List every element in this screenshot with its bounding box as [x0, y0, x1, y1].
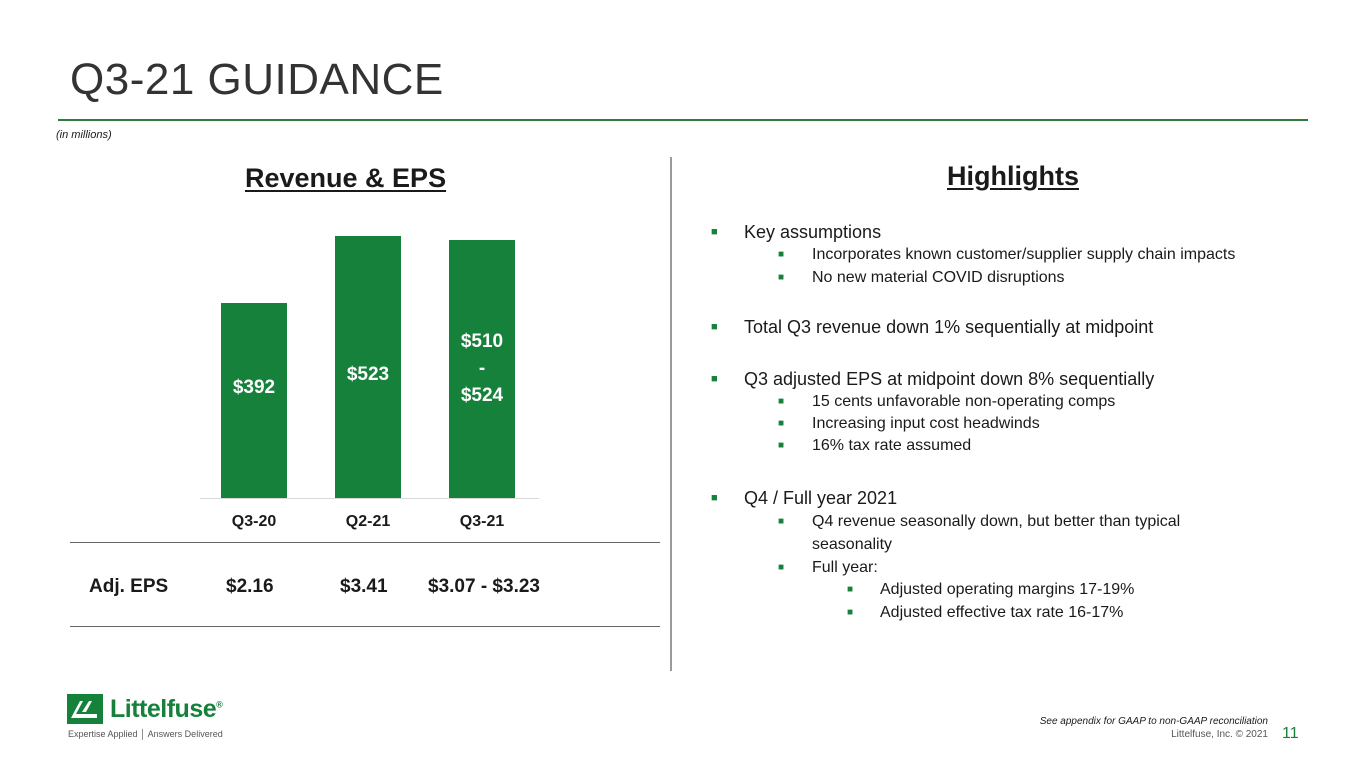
bar-value-label: $392 — [232, 376, 276, 398]
bar-q3-21 — [449, 240, 515, 498]
eps-row-label: Adj. EPS — [89, 576, 169, 597]
square-bullet-icon: ■ — [778, 396, 785, 407]
highlight-item-level-1: ■ Total Q3 revenue down 1% sequentially a… — [711, 317, 1154, 338]
highlight-item-level-2: ■ Q4 revenue seasonally down, but better … — [778, 513, 1181, 531]
highlight-text: Q3 adjusted EPS at midpoint down 8% sequ… — [744, 369, 1155, 389]
bar-value-label: $523 — [346, 363, 390, 385]
logo-mark-icon — [67, 694, 103, 724]
eps-value-q2-21: $3.41 — [340, 576, 388, 597]
square-bullet-icon: ■ — [778, 249, 785, 260]
eps-value-q3-20: $2.16 — [226, 576, 274, 597]
highlight-item-level-2: ■ Incorporates known customer/supplier su… — [778, 246, 1236, 264]
highlight-text: Total Q3 revenue down 1% sequentially at… — [744, 317, 1154, 337]
highlight-item-level-2: seasonality — [812, 536, 892, 554]
bar-q3-20 — [221, 302, 287, 498]
logo-text: Littelfuse® — [110, 695, 223, 723]
square-bullet-icon: ■ — [778, 418, 785, 429]
highlight-item-level-1: ■ Q4 / Full year 2021 — [711, 488, 898, 509]
highlight-item-level-2: ■ 16% tax rate assumed — [778, 437, 972, 455]
bar-q2-21 — [335, 236, 401, 498]
highlight-item-level-2: ■ No new material COVID disruptions — [778, 269, 1065, 287]
column-divider — [670, 157, 672, 671]
copyright: Littelfuse, Inc. © 2021 — [1171, 729, 1268, 740]
square-bullet-icon: ■ — [847, 584, 854, 595]
eps-top-rule — [70, 542, 660, 543]
page-number: 11 — [1282, 725, 1299, 742]
highlight-item-level-1: ■ Q3 adjusted EPS at midpoint down 8% seq… — [711, 369, 1155, 390]
square-bullet-icon: ■ — [778, 440, 785, 451]
gaap-footnote: See appendix for GAAP to non-GAAP reconc… — [1039, 716, 1268, 727]
highlight-text: Adjusted operating margins 17-19% — [880, 581, 1135, 598]
units-note: (in millions) — [56, 129, 112, 141]
highlight-text: 16% tax rate assumed — [812, 437, 972, 454]
highlight-text: 15 cents unfavorable non-operating comps — [812, 393, 1116, 410]
x-tick-label: Q3-21 — [459, 513, 505, 530]
highlight-text: Full year: — [812, 559, 878, 576]
revenue-eps-heading: Revenue & EPS — [245, 163, 447, 193]
highlight-text: Incorporates known customer/supplier sup… — [812, 246, 1236, 263]
highlight-text: Increasing input cost headwinds — [812, 415, 1040, 432]
highlight-text: Key assumptions — [744, 222, 882, 242]
highlight-text: Q4 revenue seasonally down, but better t… — [812, 513, 1181, 530]
bar-value-label: $510- $524 — [460, 330, 504, 406]
square-bullet-icon: ■ — [711, 226, 718, 238]
highlight-item-level-2: ■ 15 cents unfavorable non-operating comp… — [778, 393, 1116, 411]
x-tick-label: Q3-20 — [231, 513, 277, 530]
highlight-text: No new material COVID disruptions — [812, 269, 1065, 286]
highlight-text: Q4 / Full year 2021 — [744, 488, 898, 508]
eps-bottom-rule — [70, 626, 660, 627]
highlight-item-level-1: ■ Key assumptions — [711, 222, 882, 243]
littelfuse-logo: Littelfuse® — [67, 694, 223, 729]
square-bullet-icon: ■ — [711, 492, 718, 504]
square-bullet-icon: ■ — [711, 321, 718, 333]
square-bullet-icon: ■ — [778, 516, 785, 527]
square-bullet-icon: ■ — [778, 272, 785, 283]
page-title: Q3-21 GUIDANCE — [70, 55, 444, 104]
highlight-text: seasonality — [812, 536, 893, 553]
highlights-heading: Highlights — [947, 161, 1079, 191]
square-bullet-icon: ■ — [711, 373, 718, 385]
chart-baseline — [200, 498, 539, 499]
highlight-item-level-3: ■ Adjusted operating margins 17-19% — [847, 581, 1135, 599]
title-rule — [58, 119, 1308, 121]
highlight-item-level-3: ■ Adjusted effective tax rate 16-17% — [847, 604, 1124, 622]
eps-value-q3-21: $3.07 - $3.23 — [428, 576, 540, 597]
square-bullet-icon: ■ — [778, 562, 785, 573]
highlight-item-level-2: ■ Full year: — [778, 559, 878, 577]
highlight-text: Adjusted effective tax rate 16-17% — [880, 604, 1124, 621]
tagline: Expertise Applied │ Answers Delivered — [68, 729, 223, 739]
x-tick-label: Q2-21 — [345, 513, 391, 530]
highlight-item-level-2: ■ Increasing input cost headwinds — [778, 415, 1040, 433]
square-bullet-icon: ■ — [847, 607, 854, 618]
